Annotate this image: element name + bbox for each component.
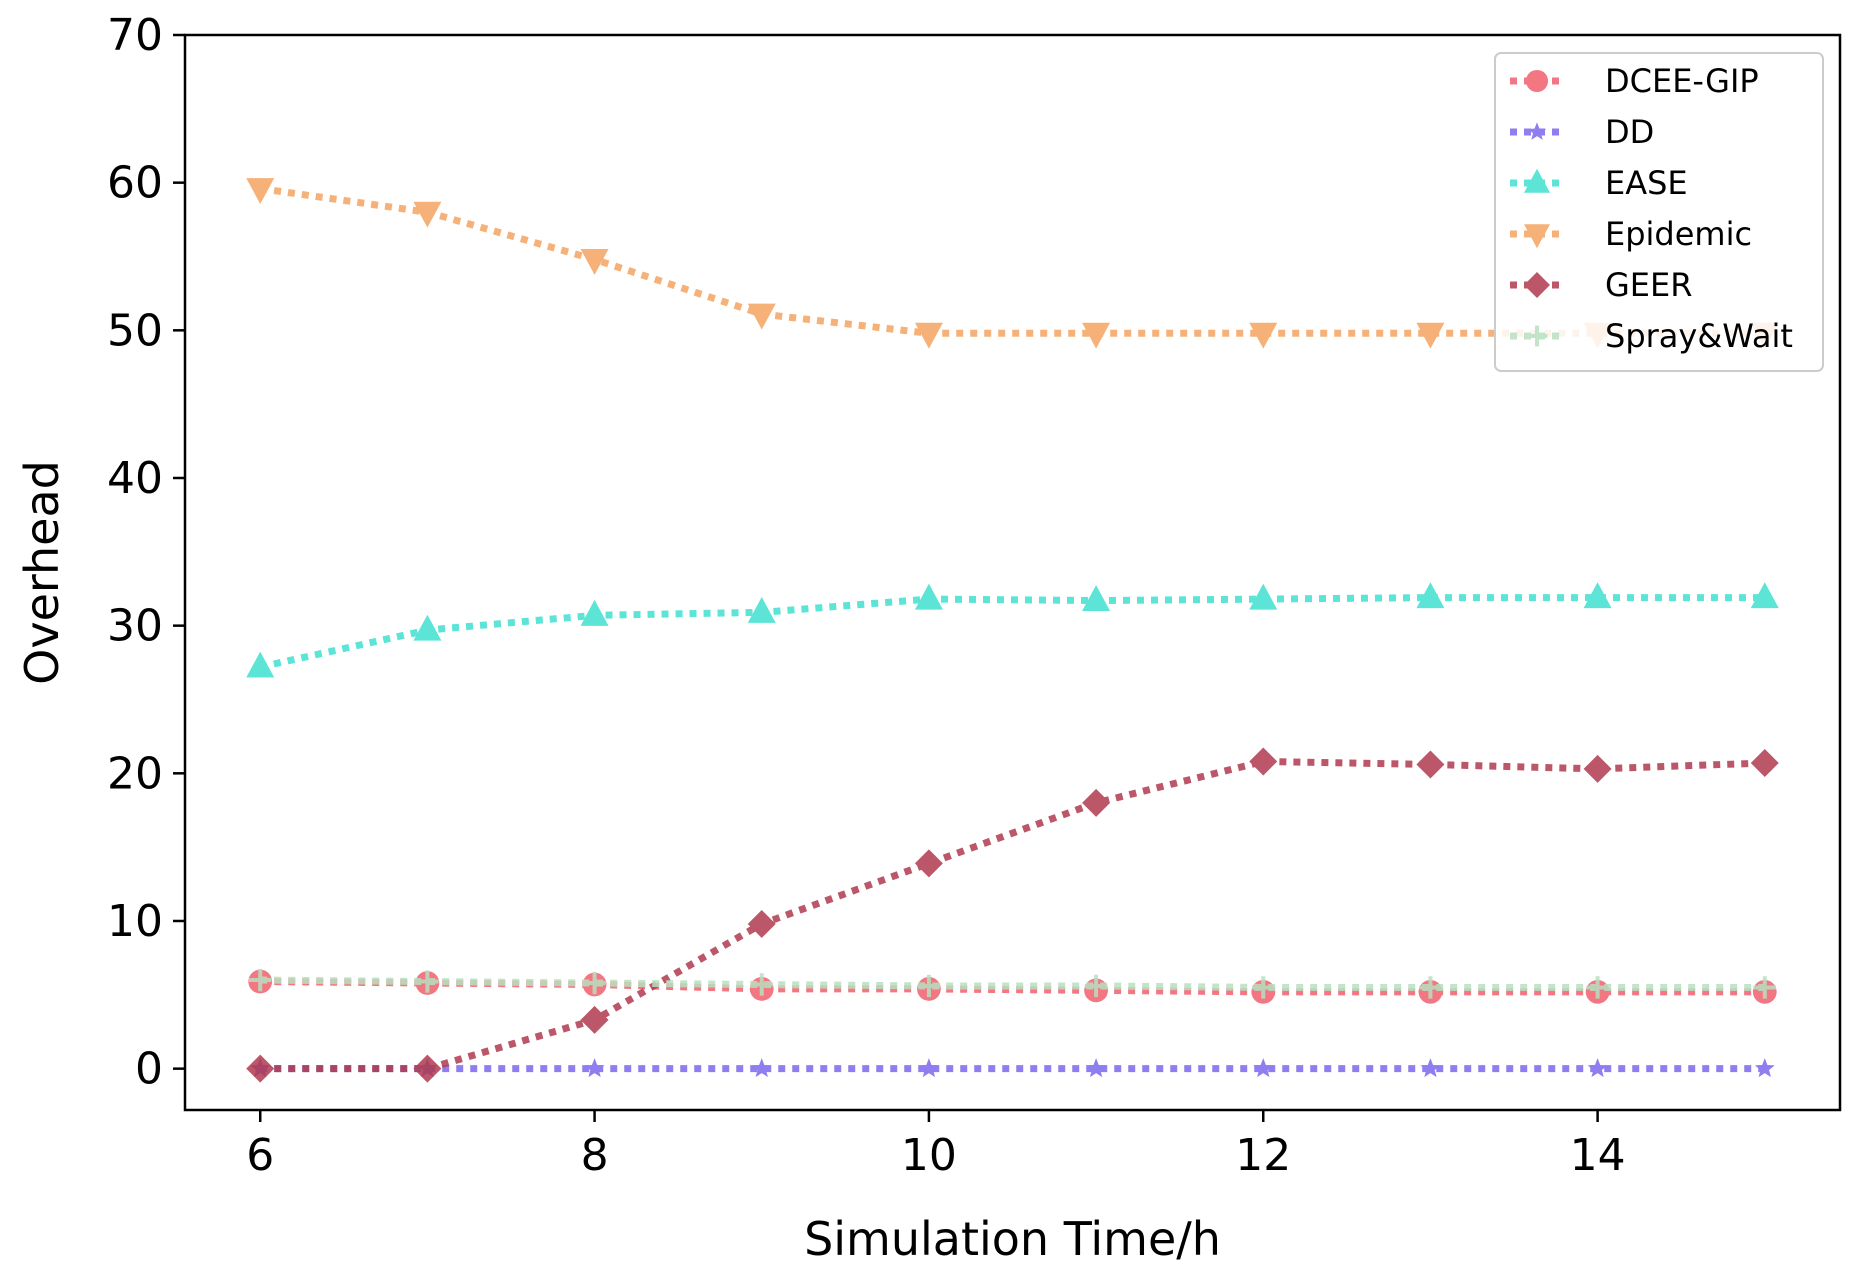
data-point	[246, 651, 275, 678]
data-point	[917, 974, 941, 998]
data-point	[580, 1005, 609, 1034]
legend-label: Spray&Wait	[1605, 317, 1793, 355]
data-point	[1583, 582, 1612, 609]
legend-label: DCEE-GIP	[1605, 62, 1759, 100]
series-line	[260, 758, 1765, 1073]
data-point	[914, 849, 943, 878]
y-tick-label: 60	[107, 158, 163, 209]
data-point	[747, 596, 776, 623]
series-spray-wait	[249, 968, 1776, 999]
data-point	[1420, 1058, 1441, 1078]
data-point	[1082, 585, 1111, 612]
data-point	[1416, 322, 1445, 349]
y-tick-label: 20	[107, 748, 163, 799]
legend-item	[1510, 69, 1565, 93]
x-tick-label: 6	[246, 1130, 274, 1181]
legend-label: Epidemic	[1605, 215, 1752, 253]
data-point	[1249, 322, 1278, 349]
data-point	[249, 968, 272, 992]
legend-box	[1494, 52, 1824, 372]
data-point	[1587, 1058, 1608, 1078]
data-point	[1082, 322, 1111, 349]
legend-label: DD	[1605, 113, 1654, 151]
series-geer	[246, 747, 1779, 1083]
data-point	[1086, 1058, 1107, 1078]
data-point	[413, 201, 442, 228]
data-point	[1416, 582, 1445, 609]
data-point	[1253, 1058, 1274, 1078]
legend-item	[1510, 325, 1565, 347]
legend-label: EASE	[1605, 164, 1688, 202]
data-point	[246, 1054, 275, 1083]
data-point	[751, 1058, 772, 1078]
legend-item	[1510, 168, 1565, 193]
data-point	[246, 178, 275, 204]
data-point	[580, 599, 609, 626]
data-point	[747, 909, 776, 938]
data-point	[1249, 583, 1278, 610]
data-point	[1583, 754, 1612, 783]
series-line	[259, 594, 1765, 671]
data-point	[583, 971, 606, 995]
y-tick-label: 10	[107, 896, 163, 947]
data-point	[416, 970, 439, 993]
data-point	[584, 1058, 605, 1078]
data-point	[918, 1058, 939, 1078]
legend-item	[1510, 224, 1565, 249]
data-point	[747, 303, 776, 330]
plot-frame	[183, 33, 1842, 1112]
data-point	[1084, 974, 1108, 998]
data-point	[914, 322, 943, 349]
data-point	[1750, 748, 1779, 777]
series-line	[259, 185, 1765, 337]
legend-marker	[1524, 272, 1550, 298]
data-point	[1252, 976, 1275, 999]
data-point	[1754, 1058, 1775, 1078]
y-tick-label: 40	[107, 453, 163, 504]
data-point	[413, 614, 442, 641]
y-axis-title: Overhead	[15, 460, 69, 685]
data-point	[1419, 976, 1442, 999]
y-tick-label: 30	[107, 601, 163, 652]
legend-item	[1510, 122, 1565, 140]
x-axis-title: Simulation Time/h	[804, 1212, 1221, 1266]
legend-marker	[1525, 69, 1549, 93]
legend-item	[1510, 272, 1565, 298]
legend-marker	[1524, 168, 1550, 193]
y-tick-label: 70	[107, 10, 163, 61]
axis-ticks: 6 8 10 12 14 0 10 20 30 40 50 60 70	[107, 10, 1626, 1181]
y-tick-label: 0	[135, 1044, 163, 1095]
data-point	[1249, 747, 1278, 776]
series-ease	[246, 582, 1779, 678]
legend-marker	[1527, 122, 1547, 140]
x-tick-label: 12	[1235, 1130, 1291, 1181]
data-point	[1586, 976, 1609, 999]
data-point	[750, 973, 773, 996]
data-point	[413, 1054, 442, 1083]
data-point	[1750, 582, 1779, 609]
y-tick-label: 50	[107, 305, 163, 356]
legend: DCEE-GIP DD EASE Epidemic GEER Spray&Wait	[1494, 52, 1824, 372]
legend-marker	[1526, 325, 1548, 347]
legend-marker	[1524, 224, 1550, 249]
data-point	[1753, 976, 1776, 999]
x-tick-label: 14	[1570, 1130, 1626, 1181]
series-epidemic	[246, 178, 1779, 349]
data-point	[1082, 788, 1111, 817]
data-point	[1416, 750, 1445, 779]
plot-area	[246, 178, 1779, 1083]
data-point	[580, 248, 609, 275]
x-tick-label: 10	[901, 1130, 957, 1181]
x-tick-label: 8	[581, 1130, 609, 1181]
data-point	[914, 583, 943, 610]
legend-label: GEER	[1605, 266, 1692, 304]
